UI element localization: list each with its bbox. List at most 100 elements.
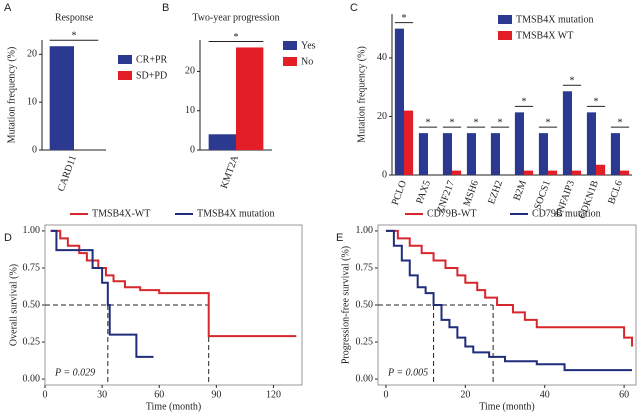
y-tick-label: 20 (377, 111, 387, 122)
legend-label: TMSB4X WT (516, 30, 573, 41)
y-tick-label: 0.25 (356, 336, 374, 347)
legend-swatch (118, 55, 132, 64)
bar (466, 133, 476, 175)
p-value: P = 0.005 (387, 367, 428, 378)
bar (548, 170, 558, 175)
significance-label: * (522, 97, 527, 108)
x-tick-label: PAX5 (414, 179, 433, 205)
x-tick-label: 90 (211, 389, 221, 400)
y-tick-label: 0.75 (356, 262, 374, 273)
y-axis-label: Progression-free survival (%) (340, 246, 351, 364)
legend-label: SD+PD (136, 70, 167, 81)
x-tick-label: 120 (266, 389, 281, 400)
significance-label: * (450, 117, 455, 128)
x-tick-label: 20 (460, 389, 470, 400)
x-tick-label: 60 (154, 389, 164, 400)
bar (490, 133, 500, 175)
significance-label: * (546, 117, 551, 128)
x-tick-label: 0 (43, 389, 48, 400)
bar (514, 112, 524, 175)
bar (418, 133, 428, 175)
significance-label: * (426, 117, 431, 128)
significance-label: * (234, 32, 239, 43)
legend-swatch (283, 41, 297, 50)
panel-label: C (350, 2, 358, 14)
bar (586, 112, 596, 175)
y-tick-label: 20 (27, 49, 37, 60)
panel-label: A (4, 2, 12, 14)
legend-label: No (301, 56, 313, 67)
bar (452, 170, 462, 175)
y-tick-label: 10 (185, 105, 195, 116)
y-tick-label: 20 (185, 66, 195, 77)
x-tick-label: 40 (540, 389, 550, 400)
legend-swatch (498, 15, 512, 24)
legend-swatch (118, 71, 132, 80)
x-tick-label: 60 (619, 389, 629, 400)
y-tick-label: 0.25 (23, 336, 41, 347)
legend-label: TMSB4X-WT (92, 208, 150, 219)
y-tick-label: 0.50 (356, 299, 374, 310)
x-axis-label: Time (month) (146, 401, 201, 412)
significance-label: * (498, 117, 503, 128)
survival-curve (50, 229, 154, 358)
x-tick-label: KMT2A (219, 153, 241, 190)
y-tick-label: 0.50 (23, 299, 41, 310)
y-tick-label: 40 (377, 52, 387, 63)
y-tick-label: 0 (32, 144, 37, 155)
y-axis-label: Mutation frequency (%) (356, 46, 367, 143)
x-tick-label: MSH6 (462, 179, 481, 208)
x-tick-label: BCL6 (606, 179, 625, 206)
x-tick-label: EZH2 (486, 179, 505, 206)
legend-swatch (283, 57, 297, 66)
survival-curve (50, 229, 297, 338)
chart-title: Response (55, 12, 94, 23)
bar (596, 164, 606, 175)
legend-swatch (498, 31, 512, 40)
bar (394, 28, 404, 175)
legend-label: CR+PR (136, 54, 168, 65)
significance-label: * (618, 117, 623, 128)
bar (562, 91, 572, 175)
legend-label: TMSB4X mutation (516, 14, 594, 25)
bar (538, 133, 548, 175)
bar (524, 170, 534, 175)
bar (442, 133, 452, 175)
significance-label: * (570, 76, 575, 87)
x-tick-label: SOCS1 (532, 179, 553, 211)
bar (610, 133, 620, 175)
bar (620, 170, 630, 175)
legend-label: Yes (301, 40, 316, 51)
y-tick-label: 0 (382, 169, 387, 180)
x-axis-label: Time (month) (479, 401, 534, 412)
significance-label: * (72, 31, 77, 42)
y-axis-label: Mutation frequency (%) (6, 47, 17, 144)
y-tick-label: 1.00 (356, 225, 374, 236)
y-tick-label: 0 (190, 144, 195, 155)
legend-label: CD79B-WT (427, 208, 476, 219)
chart-title: Two-year progression (192, 12, 279, 23)
x-tick-label: 0 (383, 389, 388, 400)
bar (236, 47, 264, 150)
significance-label: * (402, 13, 407, 24)
survival-curve (385, 229, 633, 372)
panel-label: D (4, 232, 12, 244)
x-tick-label: PCLO (390, 179, 409, 207)
x-tick-label: 30 (97, 389, 107, 400)
y-axis-label: Overall survival (%) (8, 264, 19, 346)
x-tick-label: CARD11 (56, 154, 79, 193)
panel-label: B (162, 2, 169, 14)
y-tick-label: 10 (27, 96, 37, 107)
x-tick-label: B2M (512, 179, 529, 202)
panel-label: E (336, 232, 343, 244)
significance-label: * (594, 97, 599, 108)
y-tick-label: 1.00 (23, 225, 41, 236)
survival-curve (385, 229, 634, 347)
y-tick-label: 0.00 (23, 373, 41, 384)
y-tick-label: 0.00 (356, 373, 374, 384)
bar (49, 46, 74, 150)
p-value: P = 0.029 (54, 367, 95, 378)
legend-label: TMSB4X mutation (197, 208, 275, 219)
